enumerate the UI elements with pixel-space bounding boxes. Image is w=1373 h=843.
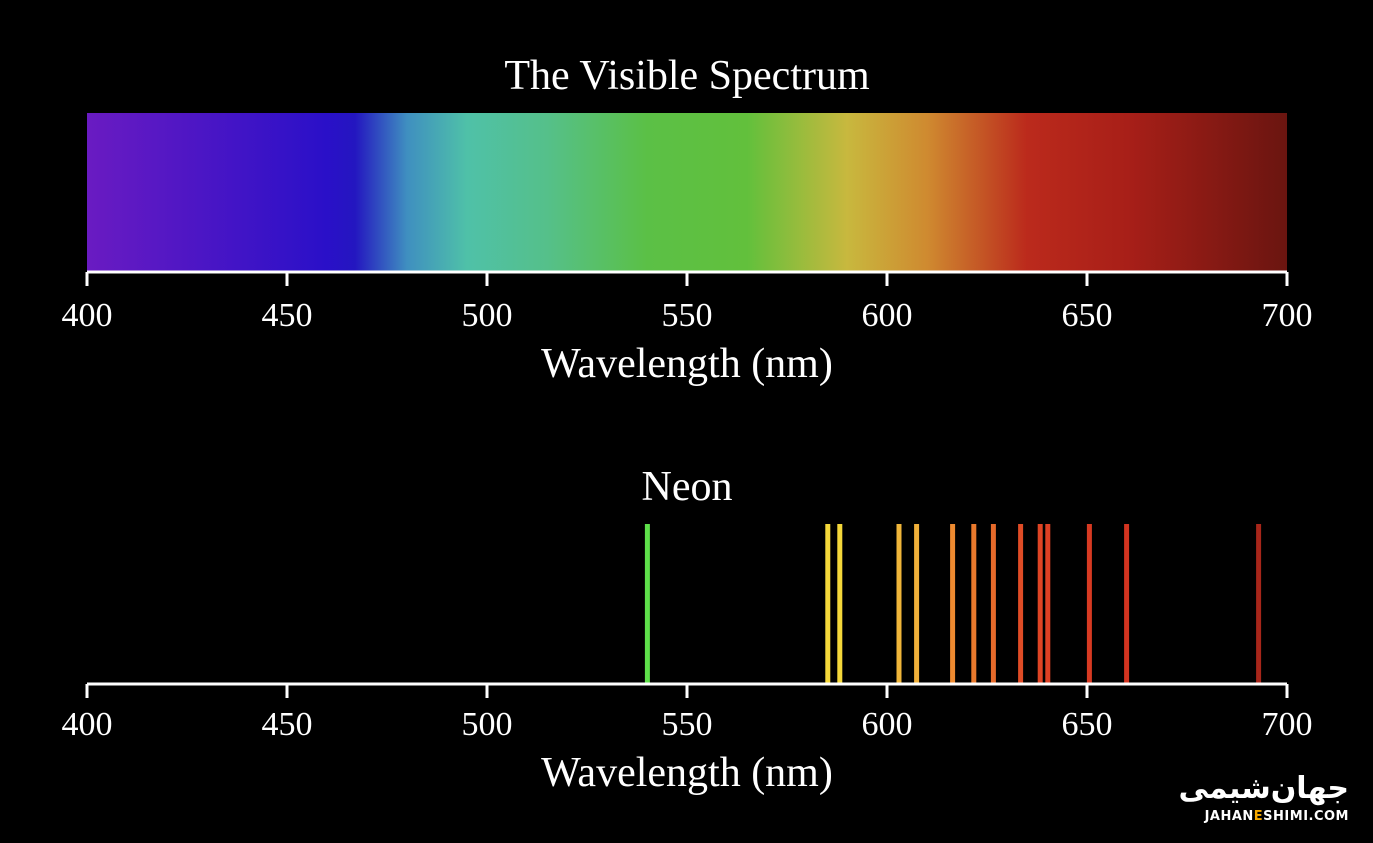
neon-emission-chart: Neon 400 450 500 550 600 650 700 Wavelength (n… bbox=[62, 464, 1313, 796]
neon-tick-label-650: 650 bbox=[1062, 706, 1113, 743]
neon-tick-label-700: 700 bbox=[1262, 706, 1313, 743]
neon-tick-label-500: 500 bbox=[462, 706, 513, 743]
spectrum-tick-label-700: 700 bbox=[1262, 297, 1313, 334]
spectrum-tick-label-650: 650 bbox=[1062, 297, 1113, 334]
spectrum-tick-label-450: 450 bbox=[262, 297, 313, 334]
spectrum-x-axis-label: Wavelength (nm) bbox=[541, 341, 833, 387]
neon-tick-label-400: 400 bbox=[62, 706, 113, 743]
neon-axis-ticks: 400 450 500 550 600 650 700 bbox=[62, 684, 1313, 743]
neon-tick-label-550: 550 bbox=[662, 706, 713, 743]
visible-spectrum-chart: The Visible Spectrum 400 450 500 550 600 650 7… bbox=[62, 53, 1313, 387]
neon-tick-label-600: 600 bbox=[862, 706, 913, 743]
spectrum-tick-label-600: 600 bbox=[862, 297, 913, 334]
logo-en-prefix: JAHAN bbox=[1204, 809, 1254, 824]
spectrum-tick-label-500: 500 bbox=[462, 297, 513, 334]
logo-en-accent: E bbox=[1253, 809, 1264, 824]
logo-en-suffix: SHIMI.COM bbox=[1263, 809, 1349, 824]
neon-tick-label-450: 450 bbox=[262, 706, 313, 743]
spectrum-axis-ticks: 400 450 500 550 600 650 700 bbox=[62, 272, 1313, 334]
spectrum-gradient-bar bbox=[87, 113, 1287, 273]
visible-spectrum-title: The Visible Spectrum bbox=[504, 53, 870, 99]
logo-latin-text: JAHANESHIMI.COM bbox=[1205, 809, 1349, 824]
neon-emission-lines bbox=[644, 524, 1262, 683]
spectrum-tick-label-400: 400 bbox=[62, 297, 113, 334]
jahaneshimi-logo: جهان‌شیمی JAHANESHIMI.COM bbox=[1178, 771, 1349, 831]
neon-title: Neon bbox=[642, 464, 733, 510]
logo-persian-text: جهان‌شیمی bbox=[1178, 771, 1349, 806]
neon-x-axis-label: Wavelength (nm) bbox=[541, 750, 833, 796]
spectrum-tick-label-550: 550 bbox=[662, 297, 713, 334]
